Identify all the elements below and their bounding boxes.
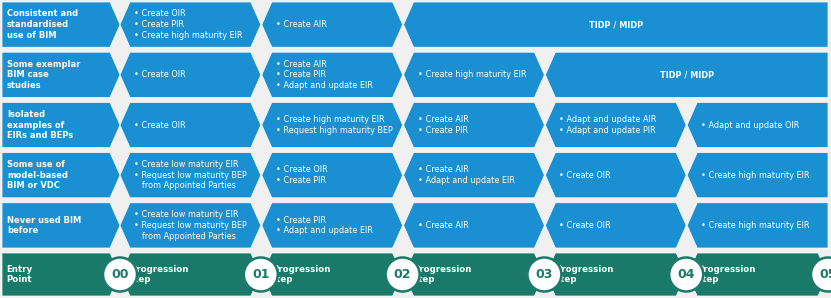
Text: 04: 04 bbox=[677, 268, 695, 281]
Polygon shape bbox=[120, 103, 261, 148]
Text: • Create OIR: • Create OIR bbox=[559, 171, 611, 180]
Polygon shape bbox=[545, 52, 828, 97]
Text: • Create PIR
• Adapt and update EIR: • Create PIR • Adapt and update EIR bbox=[276, 215, 372, 235]
Polygon shape bbox=[262, 253, 402, 296]
Polygon shape bbox=[404, 203, 544, 248]
Polygon shape bbox=[687, 253, 828, 296]
Polygon shape bbox=[687, 203, 828, 248]
Text: Progression
step: Progression step bbox=[555, 265, 614, 284]
Polygon shape bbox=[545, 253, 686, 296]
Polygon shape bbox=[120, 203, 261, 248]
Text: TIDP / MIDP: TIDP / MIDP bbox=[588, 20, 643, 29]
Polygon shape bbox=[687, 153, 828, 198]
Polygon shape bbox=[2, 203, 120, 248]
Text: Progression
step: Progression step bbox=[272, 265, 330, 284]
Polygon shape bbox=[262, 52, 402, 97]
Polygon shape bbox=[545, 103, 686, 148]
Polygon shape bbox=[404, 2, 828, 47]
Polygon shape bbox=[120, 253, 261, 296]
Polygon shape bbox=[404, 153, 544, 198]
Polygon shape bbox=[404, 103, 544, 148]
Text: • Adapt and update AIR
• Adapt and update PIR: • Adapt and update AIR • Adapt and updat… bbox=[559, 115, 656, 135]
Text: • Create high maturity EIR
• Request high maturity BEP: • Create high maturity EIR • Request hig… bbox=[276, 115, 392, 135]
Text: • Create AIR
• Adapt and update EIR: • Create AIR • Adapt and update EIR bbox=[418, 165, 514, 185]
Text: 00: 00 bbox=[111, 268, 129, 281]
Text: • Create high maturity EIR: • Create high maturity EIR bbox=[701, 171, 809, 180]
Circle shape bbox=[243, 257, 278, 291]
Text: • Create high maturity EIR: • Create high maturity EIR bbox=[418, 70, 526, 79]
Circle shape bbox=[103, 257, 137, 291]
Text: TIDP / MIDP: TIDP / MIDP bbox=[660, 70, 714, 79]
Text: • Create OIR: • Create OIR bbox=[559, 221, 611, 230]
Text: • Create AIR
• Create PIR
• Adapt and update EIR: • Create AIR • Create PIR • Adapt and up… bbox=[276, 60, 372, 90]
Circle shape bbox=[386, 257, 420, 291]
Polygon shape bbox=[2, 103, 120, 148]
Text: • Create low maturity EIR
• Request low maturity BEP
   from Appointed Parties: • Create low maturity EIR • Request low … bbox=[134, 210, 247, 241]
Text: • Create high maturity EIR: • Create high maturity EIR bbox=[701, 221, 809, 230]
Polygon shape bbox=[262, 2, 402, 47]
Text: • Create OIR
• Create PIR: • Create OIR • Create PIR bbox=[276, 165, 327, 185]
Text: 03: 03 bbox=[536, 268, 553, 281]
Polygon shape bbox=[404, 52, 544, 97]
Polygon shape bbox=[2, 253, 120, 296]
Polygon shape bbox=[262, 153, 402, 198]
Circle shape bbox=[528, 257, 562, 291]
Polygon shape bbox=[262, 203, 402, 248]
Text: • Adapt and update OIR: • Adapt and update OIR bbox=[701, 120, 799, 130]
Polygon shape bbox=[120, 153, 261, 198]
Text: Consistent and
standardised
use of BIM: Consistent and standardised use of BIM bbox=[7, 9, 78, 40]
Text: • Create OIR: • Create OIR bbox=[134, 120, 185, 130]
Text: 02: 02 bbox=[394, 268, 411, 281]
Text: • Create low maturity EIR
• Request low maturity BEP
   from Appointed Parties: • Create low maturity EIR • Request low … bbox=[134, 160, 247, 190]
Text: Never used BIM
before: Never used BIM before bbox=[7, 215, 81, 235]
Circle shape bbox=[811, 257, 831, 291]
Text: • Create AIR
• Create PIR: • Create AIR • Create PIR bbox=[418, 115, 469, 135]
Polygon shape bbox=[687, 103, 828, 148]
Polygon shape bbox=[262, 103, 402, 148]
Text: Some use of
model-based
BIM or VDC: Some use of model-based BIM or VDC bbox=[7, 160, 68, 190]
Polygon shape bbox=[2, 2, 120, 47]
Polygon shape bbox=[404, 253, 544, 296]
Text: Progression
step: Progression step bbox=[414, 265, 472, 284]
Polygon shape bbox=[545, 203, 686, 248]
Polygon shape bbox=[120, 2, 261, 47]
Text: Isolated
examples of
EIRs and BEPs: Isolated examples of EIRs and BEPs bbox=[7, 110, 73, 140]
Text: Progression
step: Progression step bbox=[130, 265, 189, 284]
Polygon shape bbox=[120, 52, 261, 97]
Polygon shape bbox=[2, 52, 120, 97]
Text: Entry
Point: Entry Point bbox=[6, 265, 32, 284]
Text: • Create OIR
• Create PIR
• Create high maturity EIR: • Create OIR • Create PIR • Create high … bbox=[134, 9, 243, 40]
Polygon shape bbox=[545, 153, 686, 198]
Text: 01: 01 bbox=[252, 268, 269, 281]
Text: Progression
step: Progression step bbox=[697, 265, 755, 284]
Circle shape bbox=[669, 257, 703, 291]
Text: Some exemplar
BIM case
studies: Some exemplar BIM case studies bbox=[7, 60, 81, 90]
Polygon shape bbox=[2, 153, 120, 198]
Text: • Create AIR: • Create AIR bbox=[276, 20, 327, 29]
Text: • Create AIR: • Create AIR bbox=[418, 221, 469, 230]
Text: • Create OIR: • Create OIR bbox=[134, 70, 185, 79]
Text: 05: 05 bbox=[819, 268, 831, 281]
